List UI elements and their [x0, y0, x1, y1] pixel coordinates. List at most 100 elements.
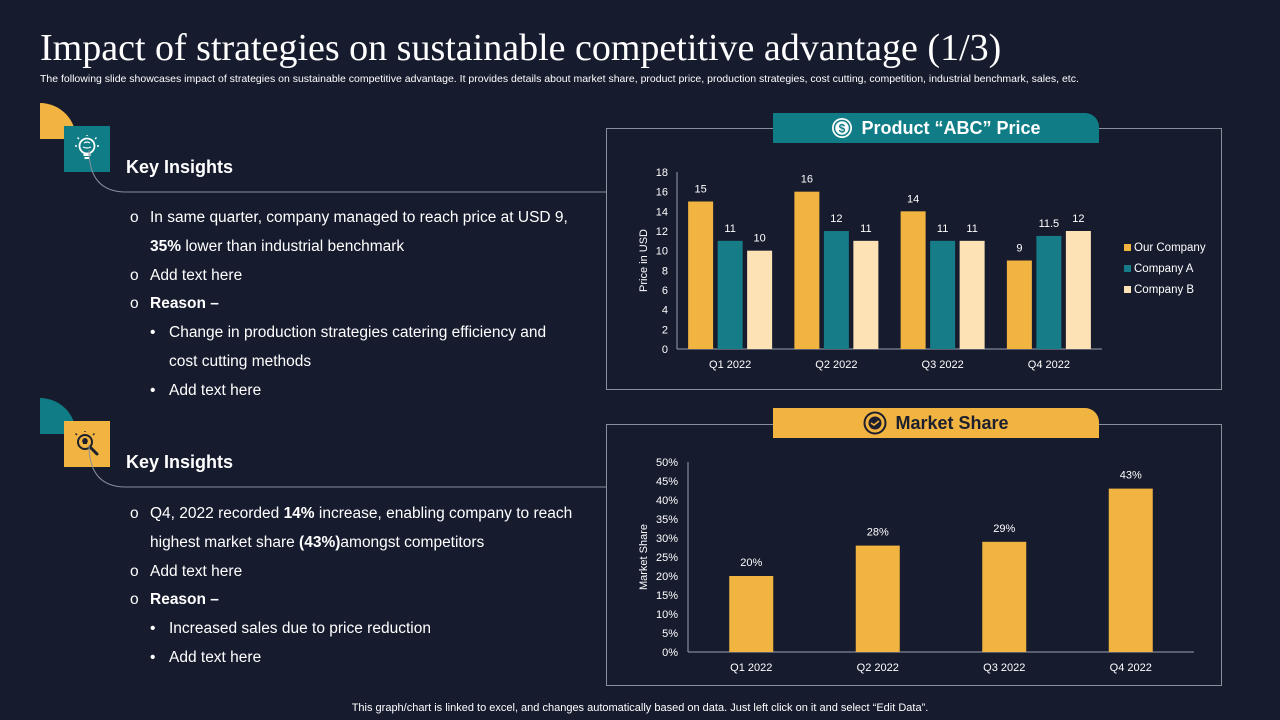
data-label: 43% — [1120, 470, 1142, 482]
share-panel-tag: Market Share — [773, 408, 1099, 438]
bar-company-a — [823, 231, 849, 349]
data-label: 28% — [867, 527, 889, 539]
bar-market-share — [982, 541, 1027, 652]
y-tick-label: 20% — [656, 571, 678, 583]
y-tick-label: 4 — [662, 305, 668, 317]
bar-our-company — [1006, 260, 1032, 349]
svg-text:$: $ — [839, 122, 846, 136]
list-item: • Increased sales due to price reduction — [150, 620, 431, 638]
x-tick-label: Q3 2022 — [922, 359, 964, 371]
section1-heading: Key Insights — [126, 157, 234, 177]
y-tick-label: 45% — [656, 476, 678, 488]
list-item: • Add text here — [150, 648, 262, 666]
x-tick-label: Q4 2022 — [1028, 359, 1070, 371]
price-panel-title: Product “ABC” Price — [861, 117, 1041, 138]
list-item: o Q4, 2022 recorded 14% increase, enablin… — [130, 505, 573, 522]
price-panel-tag: $ Product “ABC” Price — [773, 113, 1099, 143]
bar-our-company — [794, 191, 820, 349]
data-label: 11 — [860, 223, 871, 235]
y-tick-label: 15% — [656, 590, 678, 602]
data-label: 12 — [830, 213, 842, 225]
data-label: 11 — [937, 223, 948, 235]
y-tick-label: 5% — [662, 628, 678, 640]
legend-swatch — [1124, 265, 1131, 272]
x-tick-label: Q4 2022 — [1110, 662, 1152, 674]
section1-connector-line — [88, 150, 607, 193]
y-tick-label: 10 — [656, 246, 668, 258]
data-label: 16 — [801, 174, 813, 186]
data-label: 11.5 — [1039, 218, 1060, 230]
y-axis-label: Price in USD — [638, 229, 650, 292]
y-tick-label: 16 — [656, 187, 668, 199]
list-item: o Reason – — [130, 295, 219, 313]
list-item: o Add text here — [130, 562, 243, 580]
data-label: 20% — [740, 557, 762, 569]
data-label: 14 — [907, 193, 919, 205]
y-tick-label: 8 — [662, 265, 668, 277]
bar-our-company — [900, 211, 926, 349]
bar-company-a — [1036, 235, 1062, 349]
share-chart: 0% 5% 10% 15% 20% 25% 30% 35% 40% 45% 50% Market Sh… — [638, 457, 1194, 674]
bar-company-b — [853, 240, 879, 349]
data-label: 11 — [724, 223, 735, 235]
brain-lightbulb-icon — [64, 126, 110, 172]
legend-swatch — [1124, 244, 1131, 251]
y-tick-label: 12 — [656, 226, 668, 238]
y-tick-label: 10% — [656, 609, 678, 621]
y-tick-label: 14 — [656, 206, 668, 218]
bar-market-share — [729, 576, 774, 652]
data-label: 15 — [695, 184, 707, 196]
y-axis-label: Market Share — [638, 524, 650, 590]
data-label: 12 — [1072, 213, 1084, 225]
y-tick-label: 18 — [656, 167, 668, 179]
legend-label: Company A — [1134, 263, 1194, 275]
section1-bullet-list: o In same quarter, company managed to rea… — [130, 204, 600, 406]
data-label: 29% — [993, 523, 1015, 535]
list-item: 35% lower than industrial benchmark — [150, 237, 405, 255]
list-item: cost cutting methods — [169, 352, 312, 370]
list-item: o Reason – — [130, 591, 219, 609]
x-tick-label: Q2 2022 — [857, 662, 899, 674]
x-tick-label: Q2 2022 — [815, 359, 857, 371]
section2-bullet-list: o Q4, 2022 recorded 14% increase, enablin… — [130, 500, 600, 673]
y-tick-label: 50% — [656, 457, 678, 469]
data-label: 10 — [754, 233, 766, 245]
list-item: • Add text here — [150, 381, 262, 399]
x-tick-label: Q1 2022 — [709, 359, 751, 371]
legend-swatch — [1124, 286, 1131, 293]
bar-company-b — [747, 250, 773, 349]
page-title: Impact of strategies on sustainable comp… — [40, 27, 1002, 69]
list-item: o In same quarter, company managed to rea… — [130, 209, 568, 226]
y-tick-label: 0% — [662, 647, 678, 659]
dollar-coin-icon: $ — [831, 117, 853, 139]
bar-our-company — [688, 201, 714, 349]
bar-company-b — [1065, 231, 1091, 349]
list-item: highest market share (43%)amongst compet… — [150, 533, 485, 551]
share-panel-title: Market Share — [895, 412, 1009, 433]
y-tick-label: 2 — [662, 324, 668, 336]
bar-market-share — [1108, 488, 1153, 652]
page-subtitle: The following slide showcases impact of … — [40, 73, 1079, 85]
x-tick-label: Q1 2022 — [730, 662, 772, 674]
bar-company-a — [930, 240, 956, 349]
legend-label: Our Company — [1134, 242, 1206, 254]
footer-note: This graph/chart is linked to excel, and… — [351, 702, 929, 714]
data-label: 11 — [966, 223, 977, 235]
x-tick-label: Q3 2022 — [983, 662, 1025, 674]
price-chart: 0 2 4 6 8 10 12 14 16 18 Price in USD 15 11 10 Q1 2022… — [638, 167, 1206, 371]
y-tick-label: 25% — [656, 552, 678, 564]
y-tick-label: 6 — [662, 285, 668, 297]
bar-company-b — [959, 240, 985, 349]
y-tick-label: 0 — [662, 344, 668, 356]
bar-market-share — [855, 545, 900, 652]
section2-heading: Key Insights — [126, 452, 234, 472]
magnifier-lightbulb-icon — [64, 421, 110, 467]
handshake-badge-icon — [863, 411, 887, 435]
y-tick-label: 35% — [656, 514, 678, 526]
y-tick-label: 40% — [656, 495, 678, 507]
section2-connector-line — [88, 445, 607, 488]
data-label: 9 — [1016, 243, 1022, 255]
legend-label: Company B — [1134, 284, 1194, 296]
list-item: o Add text here — [130, 266, 243, 284]
y-tick-label: 30% — [656, 533, 678, 545]
